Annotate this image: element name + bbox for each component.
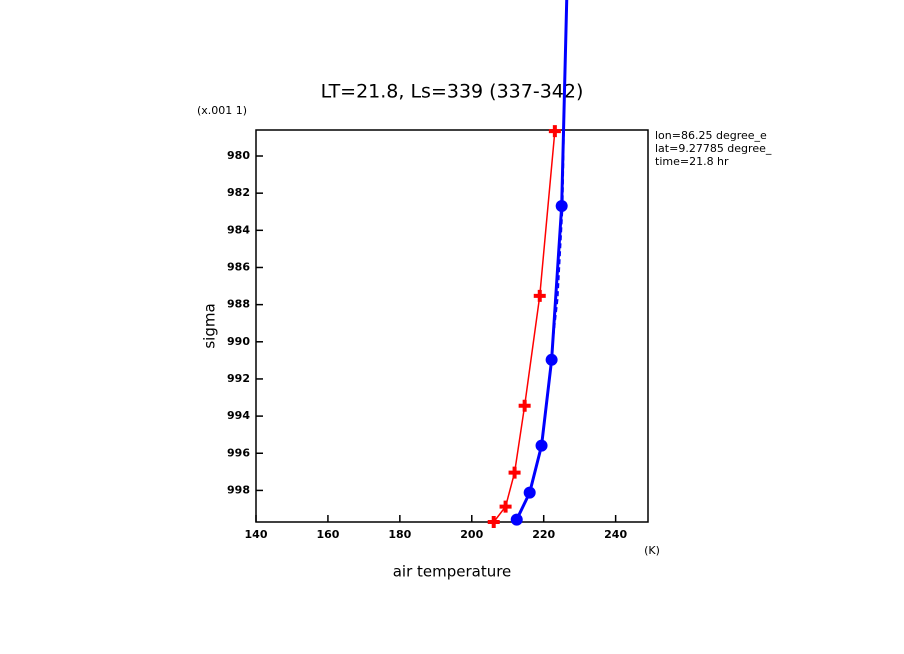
y-tick-label: 996 bbox=[227, 446, 250, 459]
point bbox=[533, 289, 546, 302]
point bbox=[510, 513, 523, 526]
point bbox=[499, 500, 512, 513]
y-unit: (x.001 1) bbox=[197, 104, 247, 117]
x-tick-label: 180 bbox=[388, 528, 411, 541]
point bbox=[523, 486, 536, 499]
x-tick-label: 220 bbox=[532, 528, 555, 541]
annotation: time=21.8 hr bbox=[655, 155, 729, 168]
y-tick-label: 990 bbox=[227, 335, 250, 348]
point bbox=[518, 399, 531, 412]
point bbox=[487, 516, 500, 528]
annotation: lat=9.27785 degree_ bbox=[655, 142, 772, 155]
x-tick-label: 140 bbox=[245, 528, 268, 541]
y-axis-label: sigma bbox=[201, 303, 219, 348]
y-tick-label: 998 bbox=[227, 483, 250, 496]
point bbox=[535, 439, 548, 452]
x-unit: (K) bbox=[644, 544, 660, 557]
y-tick-label: 982 bbox=[227, 186, 250, 199]
x-tick-label: 240 bbox=[604, 528, 627, 541]
x-tick-label: 160 bbox=[316, 528, 339, 541]
y-tick-label: 984 bbox=[227, 223, 250, 236]
point bbox=[508, 466, 521, 479]
x-axis-label: air temperature bbox=[393, 563, 512, 581]
y-tick-label: 986 bbox=[227, 260, 250, 273]
point bbox=[548, 125, 561, 138]
plot-frame bbox=[255, 129, 649, 523]
y-tick-label: 994 bbox=[227, 409, 250, 422]
point bbox=[555, 199, 568, 212]
y-tick-label: 992 bbox=[227, 372, 250, 385]
chart-title: LT=21.8, Ls=339 (337-342) bbox=[321, 81, 584, 103]
y-tick-label: 980 bbox=[227, 149, 250, 162]
series-line bbox=[550, 0, 568, 360]
annotation: lon=86.25 degree_e bbox=[655, 129, 767, 142]
y-tick-label: 988 bbox=[227, 298, 250, 311]
x-tick-label: 200 bbox=[460, 528, 483, 541]
